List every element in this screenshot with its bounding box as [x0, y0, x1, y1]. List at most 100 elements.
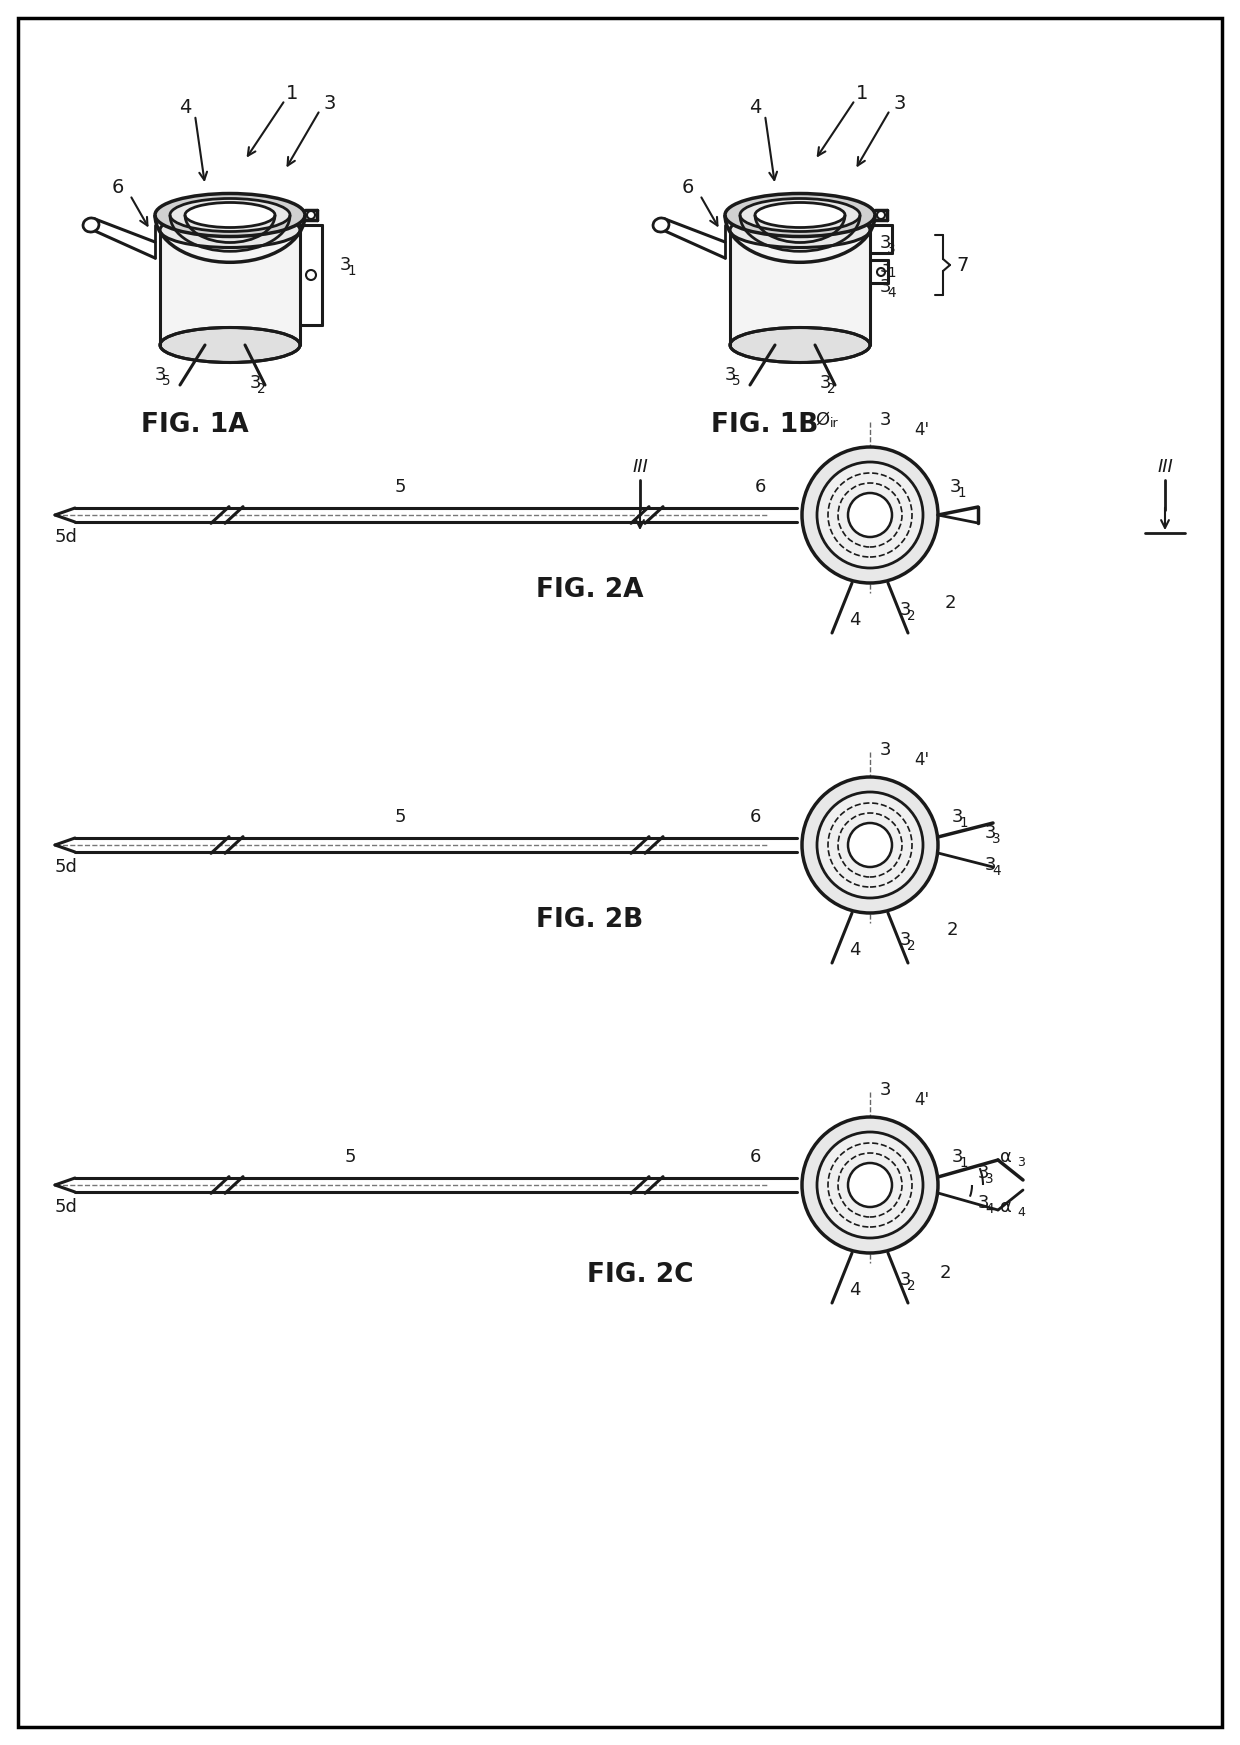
- Text: 3: 3: [340, 257, 351, 274]
- Text: 4: 4: [887, 286, 895, 300]
- Text: 3: 3: [324, 94, 336, 112]
- Text: 4: 4: [179, 98, 191, 117]
- Text: 6: 6: [112, 178, 124, 197]
- Text: 3: 3: [880, 234, 892, 251]
- Ellipse shape: [83, 218, 99, 232]
- Ellipse shape: [185, 202, 275, 227]
- Text: 3: 3: [725, 366, 737, 384]
- Text: 2: 2: [257, 382, 265, 396]
- Text: 2: 2: [908, 609, 916, 623]
- Text: 3: 3: [1017, 1157, 1025, 1169]
- Text: 3: 3: [985, 1173, 993, 1187]
- Text: 3: 3: [894, 94, 906, 112]
- Text: 3: 3: [879, 1080, 890, 1099]
- Text: 5: 5: [345, 1148, 356, 1166]
- Text: 3: 3: [978, 1164, 990, 1181]
- Ellipse shape: [170, 199, 290, 232]
- Ellipse shape: [653, 218, 668, 232]
- Circle shape: [308, 211, 315, 220]
- Polygon shape: [160, 230, 300, 346]
- Text: 3: 3: [952, 1148, 963, 1166]
- Circle shape: [877, 269, 885, 276]
- Text: 2: 2: [908, 1279, 916, 1293]
- Text: Ø: Ø: [815, 412, 830, 429]
- Text: 3: 3: [250, 373, 262, 393]
- Text: ir: ir: [830, 417, 838, 429]
- Ellipse shape: [155, 194, 305, 237]
- Text: 5d: 5d: [55, 859, 78, 876]
- Ellipse shape: [725, 194, 875, 237]
- Circle shape: [848, 1162, 892, 1208]
- Circle shape: [802, 1117, 937, 1253]
- Text: 3: 3: [879, 742, 890, 759]
- Text: 3: 3: [978, 1194, 990, 1213]
- Text: α: α: [1001, 1148, 1012, 1166]
- Text: 4': 4': [914, 750, 930, 770]
- Circle shape: [817, 1133, 923, 1237]
- Text: 3: 3: [887, 243, 895, 257]
- Text: 3: 3: [900, 600, 911, 619]
- Ellipse shape: [740, 199, 861, 232]
- Text: 3: 3: [900, 1270, 911, 1290]
- Circle shape: [877, 211, 885, 220]
- Text: 4: 4: [849, 941, 861, 960]
- Circle shape: [306, 270, 316, 279]
- Text: 5: 5: [162, 373, 171, 387]
- Circle shape: [802, 447, 937, 583]
- Text: 5: 5: [394, 808, 405, 825]
- Text: 4': 4': [914, 421, 930, 440]
- Text: 6: 6: [682, 178, 694, 197]
- Text: FIG. 2B: FIG. 2B: [537, 907, 644, 934]
- Ellipse shape: [755, 202, 844, 227]
- Circle shape: [848, 824, 892, 867]
- Text: 1: 1: [856, 84, 868, 103]
- Text: III: III: [1157, 457, 1173, 476]
- Text: 5: 5: [394, 478, 405, 496]
- Text: 1: 1: [960, 817, 967, 831]
- Text: 4: 4: [849, 1281, 861, 1298]
- Text: 2: 2: [944, 593, 956, 612]
- Text: 1: 1: [285, 84, 298, 103]
- Text: 4': 4': [914, 1091, 930, 1110]
- Text: 3: 3: [950, 478, 961, 496]
- Text: 3: 3: [880, 258, 892, 276]
- Text: 6: 6: [749, 808, 760, 825]
- Text: FIG. 1B: FIG. 1B: [712, 412, 818, 438]
- Circle shape: [848, 494, 892, 537]
- Text: FIG. 2C: FIG. 2C: [587, 1262, 693, 1288]
- Ellipse shape: [160, 328, 300, 363]
- Text: 5d: 5d: [55, 529, 78, 546]
- Text: 3: 3: [900, 932, 911, 949]
- Text: 5: 5: [732, 373, 740, 387]
- Text: 1: 1: [957, 485, 966, 499]
- Text: FIG. 1A: FIG. 1A: [141, 412, 249, 438]
- Text: 3: 3: [992, 832, 1001, 846]
- Text: 1: 1: [347, 263, 356, 277]
- Text: 4: 4: [749, 98, 761, 117]
- Circle shape: [817, 792, 923, 899]
- Text: 4: 4: [992, 864, 1001, 878]
- Text: 6: 6: [754, 478, 765, 496]
- Text: α: α: [1001, 1199, 1012, 1216]
- Text: 2: 2: [939, 1263, 951, 1283]
- Polygon shape: [730, 230, 870, 346]
- Text: 3: 3: [155, 366, 166, 384]
- Text: 4: 4: [849, 611, 861, 628]
- Text: 4: 4: [1017, 1206, 1025, 1220]
- Ellipse shape: [730, 328, 870, 363]
- Text: 3: 3: [985, 824, 997, 843]
- Circle shape: [802, 777, 937, 913]
- Text: 3: 3: [880, 277, 892, 297]
- Text: 1: 1: [960, 1155, 967, 1169]
- Text: 4: 4: [985, 1202, 993, 1216]
- Text: 1: 1: [887, 265, 895, 279]
- Circle shape: [817, 462, 923, 569]
- Text: 3: 3: [985, 857, 997, 874]
- Text: 5d: 5d: [55, 1199, 78, 1216]
- Text: III: III: [632, 457, 647, 476]
- Text: FIG. 2A: FIG. 2A: [536, 578, 644, 604]
- Text: 3: 3: [820, 373, 832, 393]
- Text: 3: 3: [879, 412, 890, 429]
- Text: 2: 2: [908, 939, 916, 953]
- Ellipse shape: [730, 213, 870, 248]
